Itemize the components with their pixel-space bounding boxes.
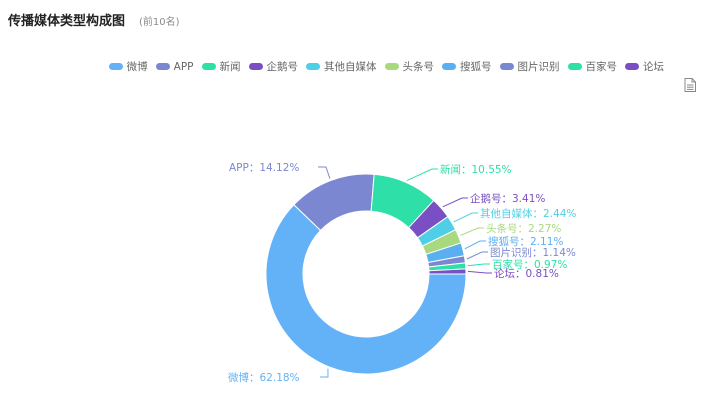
leader-line-4 (453, 212, 478, 223)
data-label-0: 微博：62.18% (228, 371, 300, 384)
legend-swatch (155, 63, 170, 70)
leader-line-9 (467, 270, 492, 274)
legend-label: 论坛 (643, 61, 664, 73)
legend-swatch (108, 63, 123, 70)
leader-line-7 (466, 251, 488, 260)
data-label-7: 图片识别：1.14% (490, 246, 576, 259)
legend-item-7[interactable]: 图片识别 (499, 59, 560, 74)
legend-item-2[interactable]: 新闻 (201, 59, 241, 74)
pie-slice-0[interactable] (265, 204, 467, 375)
legend-label: 其他自媒体 (324, 61, 377, 73)
legend-item-6[interactable]: 搜狐号 (442, 59, 492, 74)
leader-line-8 (467, 263, 490, 267)
legend-item-3[interactable]: 企鹅号 (248, 59, 299, 74)
legend-swatch (499, 63, 514, 70)
legend-label: 图片识别 (517, 61, 560, 73)
leader-line-1 (318, 166, 331, 179)
data-label-1: APP：14.12% (229, 162, 299, 174)
legend-label: 微博 (126, 61, 148, 73)
chart-legend: 微博 APP 新闻 企鹅号 其他自媒体 头条号 搜狐号 图片识别 百家号 论坛 (101, 59, 664, 74)
document-icon[interactable] (684, 78, 696, 92)
legend-item-8[interactable]: 百家号 (567, 59, 618, 74)
legend-label: 新闻 (219, 61, 241, 73)
legend-item-5[interactable]: 头条号 (384, 59, 435, 74)
data-label-8: 百家号：0.97% (492, 258, 567, 271)
data-label-2: 新闻：10.55% (440, 163, 512, 176)
data-label-4: 其他自媒体：2.44% (480, 207, 576, 220)
leader-line-0 (320, 368, 329, 378)
legend-label: APP (173, 60, 194, 73)
legend-swatch (384, 63, 399, 70)
leader-line-3 (442, 197, 468, 208)
legend-label: 百家号 (585, 61, 618, 73)
pie-slice-9[interactable] (428, 268, 467, 275)
legend-swatch (201, 63, 216, 70)
leader-line-6 (464, 240, 486, 250)
legend-swatch (567, 63, 582, 70)
leader-line-5 (460, 227, 484, 236)
chart-title: 传播媒体类型构成图 (8, 14, 126, 29)
legend-label: 企鹅号 (266, 61, 299, 73)
legend-swatch (442, 63, 456, 70)
legend-label: 搜狐号 (460, 61, 492, 73)
data-label-3: 企鹅号：3.41% (470, 192, 545, 205)
legend-label: 头条号 (402, 61, 435, 73)
legend-swatch (306, 63, 320, 70)
chart-subtitle: (前10名) (139, 17, 180, 28)
data-label-9: 论坛：0.81% (494, 267, 559, 280)
data-label-5: 头条号：2.27% (486, 222, 561, 235)
legend-item-4[interactable]: 其他自媒体 (306, 59, 377, 74)
data-label-6: 搜狐号：2.11% (488, 235, 563, 248)
legend-item-0[interactable]: 微博 (108, 59, 148, 74)
legend-swatch (248, 63, 263, 70)
chart-header: 传播媒体类型构成图 (前10名) (8, 10, 180, 29)
legend-item-1[interactable]: APP (155, 60, 194, 73)
legend-swatch (625, 63, 639, 70)
legend-item-9[interactable]: 论坛 (625, 59, 664, 74)
leader-line-2 (406, 168, 438, 182)
